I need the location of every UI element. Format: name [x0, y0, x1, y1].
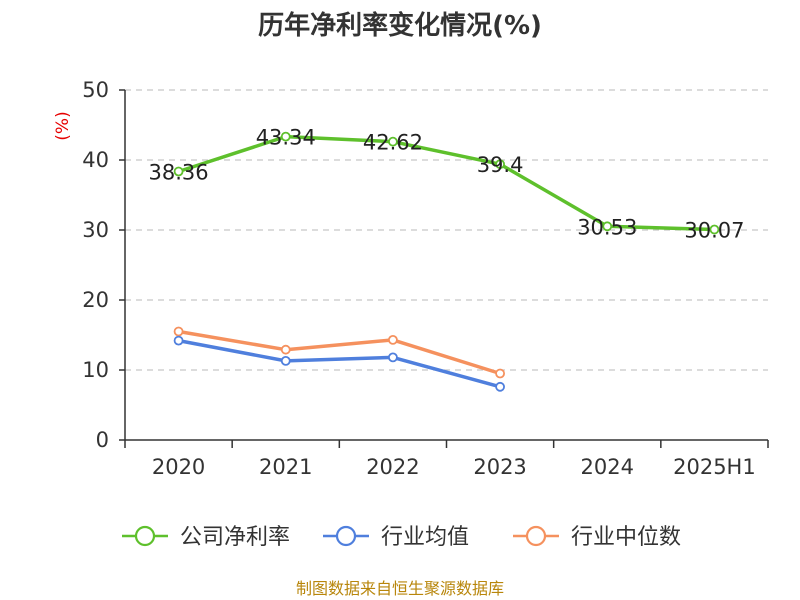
x-tick-label: 2022 [366, 455, 419, 479]
y-tick-label: 0 [96, 428, 109, 452]
x-tick-label: 2023 [473, 455, 526, 479]
data-labels: 38.36 43.34 42.62 39.4 30.53 30.07 [149, 126, 745, 243]
y-tick-label: 20 [82, 288, 109, 312]
y-tick-label: 40 [82, 148, 109, 172]
data-point [173, 326, 184, 337]
data-label: 43.34 [256, 126, 316, 150]
data-point [495, 381, 505, 392]
axes [119, 89, 769, 448]
y-tick-label: 10 [82, 358, 109, 382]
x-tick-label: 2025H1 [673, 455, 756, 479]
series-line-2 [178, 329, 501, 376]
series-line-1 [178, 338, 501, 389]
legend-label: 行业均值 [381, 525, 469, 550]
y-tick-labels: 0 10 20 30 40 50 [82, 78, 109, 452]
legend-marker [335, 525, 357, 547]
data-point [388, 136, 398, 147]
data-point [280, 131, 291, 142]
x-tick-label: 2024 [581, 455, 634, 479]
x-tick-labels: 2020 2021 2022 2023 2024 2025H1 [152, 455, 756, 479]
data-point [173, 166, 184, 177]
data-point [709, 224, 720, 235]
data-point [280, 344, 291, 355]
x-tick-label: 2020 [152, 455, 205, 479]
data-point [388, 334, 398, 345]
series-lines [173, 131, 720, 392]
data-point [495, 368, 505, 379]
y-tick-label: 30 [82, 218, 109, 242]
data-point [173, 335, 184, 346]
y-axis-label: (%) [53, 111, 73, 140]
data-label: 38.36 [149, 160, 209, 184]
legend-label: 公司净利率 [180, 525, 290, 550]
data-point [602, 221, 613, 232]
chart-title: 历年净利率变化情况(%) [258, 10, 542, 41]
grid-lines [125, 89, 768, 371]
data-label: 30.53 [577, 215, 637, 239]
data-point [388, 352, 398, 363]
data-point [280, 355, 291, 366]
legend-label: 行业中位数 [571, 525, 681, 550]
data-label: 39.4 [477, 153, 524, 177]
x-tick-label: 2021 [259, 455, 312, 479]
data-label: 30.07 [684, 219, 744, 243]
legend-marker [525, 525, 547, 547]
legend-marker [134, 525, 156, 547]
y-tick-label: 50 [82, 78, 109, 102]
data-point [495, 159, 505, 170]
legend: 公司净利率 行业均值 行业中位数 [122, 525, 681, 550]
data-label: 42.62 [363, 131, 423, 155]
series-line-0 [178, 134, 715, 232]
source-note: 制图数据来自恒生聚源数据库 [296, 579, 504, 598]
